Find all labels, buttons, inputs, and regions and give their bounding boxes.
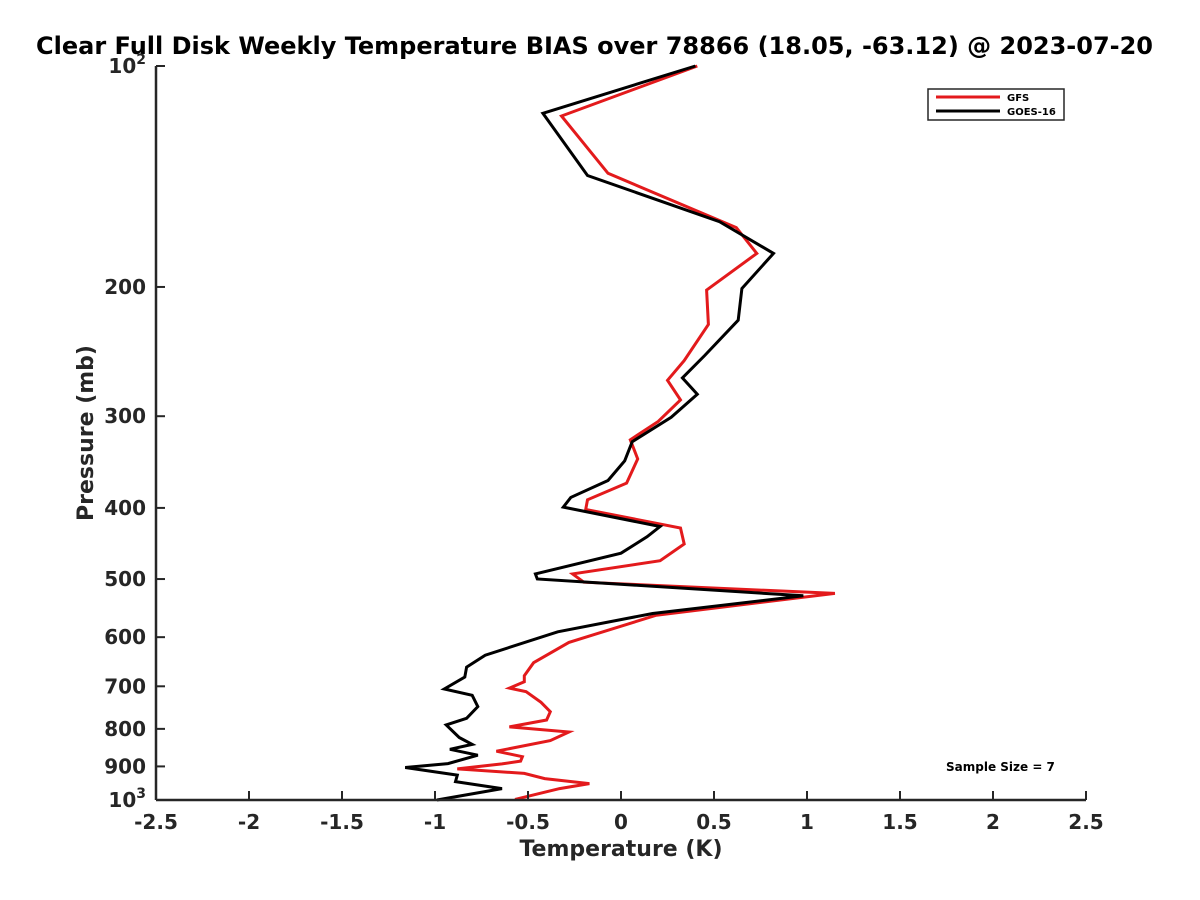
x-tick-label: -2.5	[134, 810, 178, 834]
x-tick-label: -1	[424, 810, 446, 834]
x-tick-label: 1	[800, 810, 814, 834]
legend-label-goes16: GOES-16	[1007, 107, 1056, 118]
legend: GFS GOES-16	[927, 88, 1065, 121]
series-lines	[404, 64, 836, 802]
y-tick-label: 300	[104, 404, 146, 428]
legend-box	[927, 88, 1065, 121]
y-tick-label: 102	[108, 52, 146, 78]
y-axis-label: Pressure (mb)	[74, 345, 99, 521]
y-tick-label: 800	[104, 717, 146, 741]
x-tick-label: -1.5	[320, 810, 364, 834]
x-tick-label: 2	[986, 810, 1000, 834]
x-tick-label: 0	[614, 810, 628, 834]
x-tick-label: 2.5	[1068, 810, 1103, 834]
x-axis-ticks: -2.5 -2 -1.5 -1 -0.5 0 0.5 1 1.5 2 2.5	[134, 791, 1104, 834]
series-line-goes16	[404, 64, 804, 802]
y-tick-label: 900	[104, 754, 146, 778]
y-axis-ticks: 102 200 300 400 500 600 700 800 900 103	[104, 52, 165, 812]
y-tick-label: 400	[104, 496, 146, 520]
x-tick-label: 0.5	[696, 810, 731, 834]
chart-title: Clear Full Disk Weekly Temperature BIAS …	[36, 32, 1153, 60]
x-tick-label: -2	[238, 810, 260, 834]
y-tick-label: 600	[104, 625, 146, 649]
series-line-gfs	[457, 64, 836, 801]
x-tick-label: -0.5	[506, 810, 550, 834]
y-tick-label: 103	[108, 786, 146, 812]
legend-label-gfs: GFS	[1007, 93, 1029, 104]
y-tick-label: 200	[104, 275, 146, 299]
sample-size-annotation: Sample Size = 7	[946, 760, 1055, 774]
y-tick-label: 500	[104, 567, 146, 591]
x-tick-label: 1.5	[882, 810, 917, 834]
x-axis-label: Temperature (K)	[519, 837, 722, 862]
y-tick-label: 700	[104, 674, 146, 698]
